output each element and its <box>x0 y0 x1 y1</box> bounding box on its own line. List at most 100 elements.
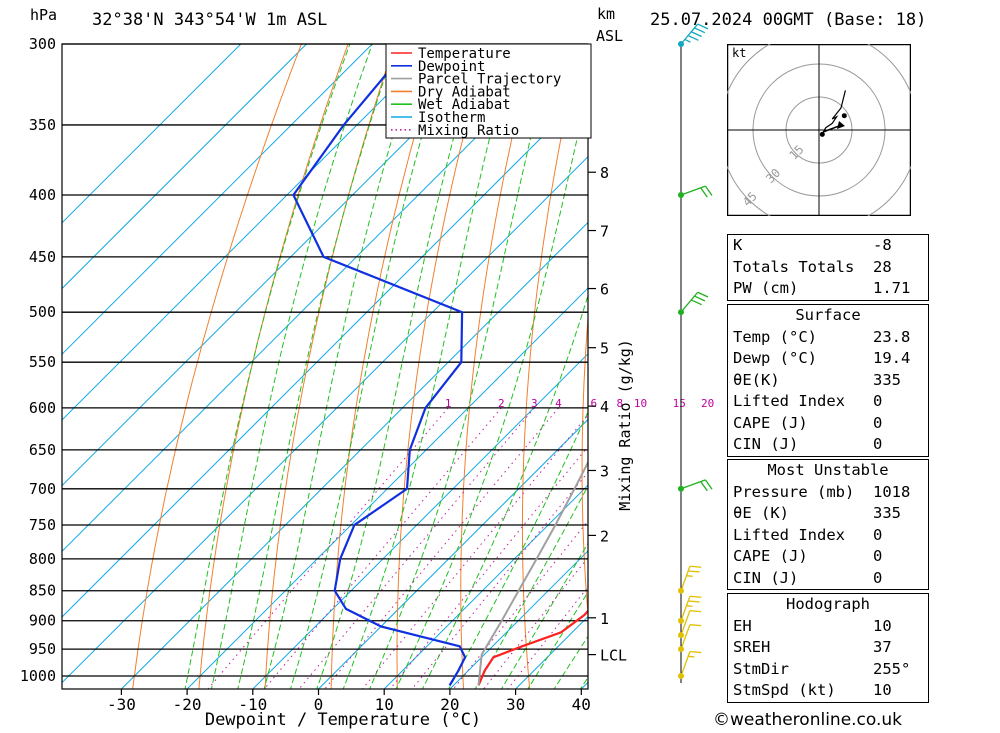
storm-motion-arrow <box>822 125 840 133</box>
isotherm-line <box>62 155 588 684</box>
table-row: θE(K) 335 <box>728 370 928 392</box>
pw-row: PW (cm) 1.71 <box>733 279 911 297</box>
most-unstable-table: Most Unstable Pressure (mb) 1018 θE (K) 335… <box>727 459 929 590</box>
table-row: SREH 37 <box>728 637 928 659</box>
temperature-tick-label: -10 <box>238 695 267 714</box>
wind-barb-feather <box>689 650 702 654</box>
wet-adiabat-line <box>395 89 588 689</box>
isotherm-line <box>186 287 588 689</box>
hodograph-trace <box>821 90 846 135</box>
legend-label: Wet Adiabat <box>418 97 511 113</box>
wind-barb-feather <box>697 23 709 30</box>
wind-barb-feather <box>700 187 708 198</box>
wind-barb-feather <box>704 479 713 490</box>
table-row: θE (K) 335 <box>728 503 928 525</box>
hodograph-unit: kt <box>732 46 746 60</box>
dry-adiabat-line <box>132 44 302 689</box>
wet-adiabat-line <box>448 410 588 689</box>
mixing-ratio-label: 6 <box>591 397 598 410</box>
wind-barb-feather <box>694 295 706 302</box>
row-label: StmSpd (kt) <box>733 681 836 699</box>
parcel-trajectory-profile <box>477 460 588 686</box>
temperature-tick-label: -30 <box>107 695 136 714</box>
mixing-ratio-line <box>324 407 559 689</box>
isotherm-line <box>121 221 588 689</box>
legend-label: Isotherm <box>418 110 485 126</box>
dry-adiabat-line <box>396 44 489 689</box>
pressure-tick-label: 900 <box>29 612 56 630</box>
row-label: CIN (J) <box>733 568 799 587</box>
table-row: StmSpd (kt) 10 <box>728 680 928 702</box>
table-row: Lifted Index 0 <box>728 525 928 547</box>
storm-motion-arrowhead <box>837 121 845 129</box>
temperature-tick-label: 30 <box>506 695 525 714</box>
mixing-ratio-label: 1 <box>445 397 452 410</box>
isotherm-line <box>383 484 588 689</box>
plot-frame <box>61 43 589 690</box>
isotherm-line <box>62 44 570 553</box>
hodograph-start-dot <box>819 131 825 137</box>
dry-adiabat-line <box>696 26 720 691</box>
totals-totals-row: Totals Totals 28 <box>733 257 892 276</box>
wet-adiabat-line <box>579 676 588 689</box>
temperature-tick-label: 40 <box>572 695 591 714</box>
table-row: Pressure (mb) 1018 <box>728 482 928 504</box>
wet-adiabat-line <box>289 44 450 689</box>
dry-adiabat-line <box>330 44 442 689</box>
row-label: CAPE (J) <box>733 413 808 432</box>
height-tick-label: 2 <box>600 527 609 545</box>
table-row: CAPE (J) 0 <box>728 546 928 568</box>
dewpoint-profile <box>292 44 467 686</box>
temperature-tick-label: -20 <box>173 695 202 714</box>
wind-barb-feather <box>688 655 695 658</box>
wind-barb <box>680 479 706 490</box>
wet-adiabat-line <box>316 44 481 689</box>
pressure-tick-label: 850 <box>29 582 56 600</box>
row-label: EH <box>733 616 752 635</box>
wind-barb <box>680 566 691 591</box>
mixing-ratio-line <box>207 407 449 689</box>
row-value: 10 <box>873 616 892 635</box>
wind-barb-feather <box>700 481 708 492</box>
row-label: Lifted Index <box>733 392 845 410</box>
dry-adiabat-line <box>640 26 678 691</box>
wet-adiabat-line <box>184 44 351 689</box>
x-axis-label: Dewpoint / Temperature (°C) <box>205 710 481 730</box>
dry-adiabat-line <box>581 312 588 620</box>
dry-adiabat-line <box>264 44 396 689</box>
surface-title: Surface <box>795 306 861 324</box>
row-label: SREH <box>733 638 771 656</box>
table-row: CAPE (J) 0 <box>728 413 928 435</box>
table-row: EH 10 <box>728 616 928 638</box>
mixing-ratio-line <box>263 407 502 689</box>
mixing-ratio-label: 3 <box>531 397 538 410</box>
skewt-diagram: 3003504004505005506006507007508008509009… <box>20 23 720 730</box>
pressure-tick-label: 1000 <box>20 667 56 685</box>
wind-barb-feather <box>687 34 699 41</box>
wind-barb-feather <box>691 299 702 306</box>
wind-barb <box>680 624 691 650</box>
row-label: CAPE (J) <box>733 547 808 565</box>
row-label: Temp (°C) <box>733 327 817 346</box>
table-row: Lifted Index 0 <box>728 391 928 413</box>
wind-barb-feather <box>697 291 709 298</box>
pressure-tick-label: 600 <box>29 399 56 417</box>
wind-barb-feather <box>689 624 702 627</box>
height-ref-label: ASL <box>596 27 624 45</box>
table-row: CIN (J) 0 <box>728 568 928 590</box>
row-label: StmDir <box>733 659 789 678</box>
k-index-row: K -8 <box>733 236 892 254</box>
hodograph-table-title: Hodograph <box>786 595 870 613</box>
pressure-unit-label: hPa <box>30 6 58 24</box>
dry-adiabat-line <box>198 44 349 689</box>
wet-adiabat-line <box>210 44 373 689</box>
row-value: 335 <box>873 370 901 389</box>
table-row: Temp (°C) 23.8 <box>728 327 928 349</box>
height-tick-label: 1 <box>600 610 609 628</box>
wind-barb-feather <box>694 27 706 34</box>
height-tick-label: 7 <box>600 223 609 241</box>
row-value: 19.4 <box>873 349 911 367</box>
isotherm-line <box>318 418 588 689</box>
legend-label: Temperature <box>418 46 511 62</box>
